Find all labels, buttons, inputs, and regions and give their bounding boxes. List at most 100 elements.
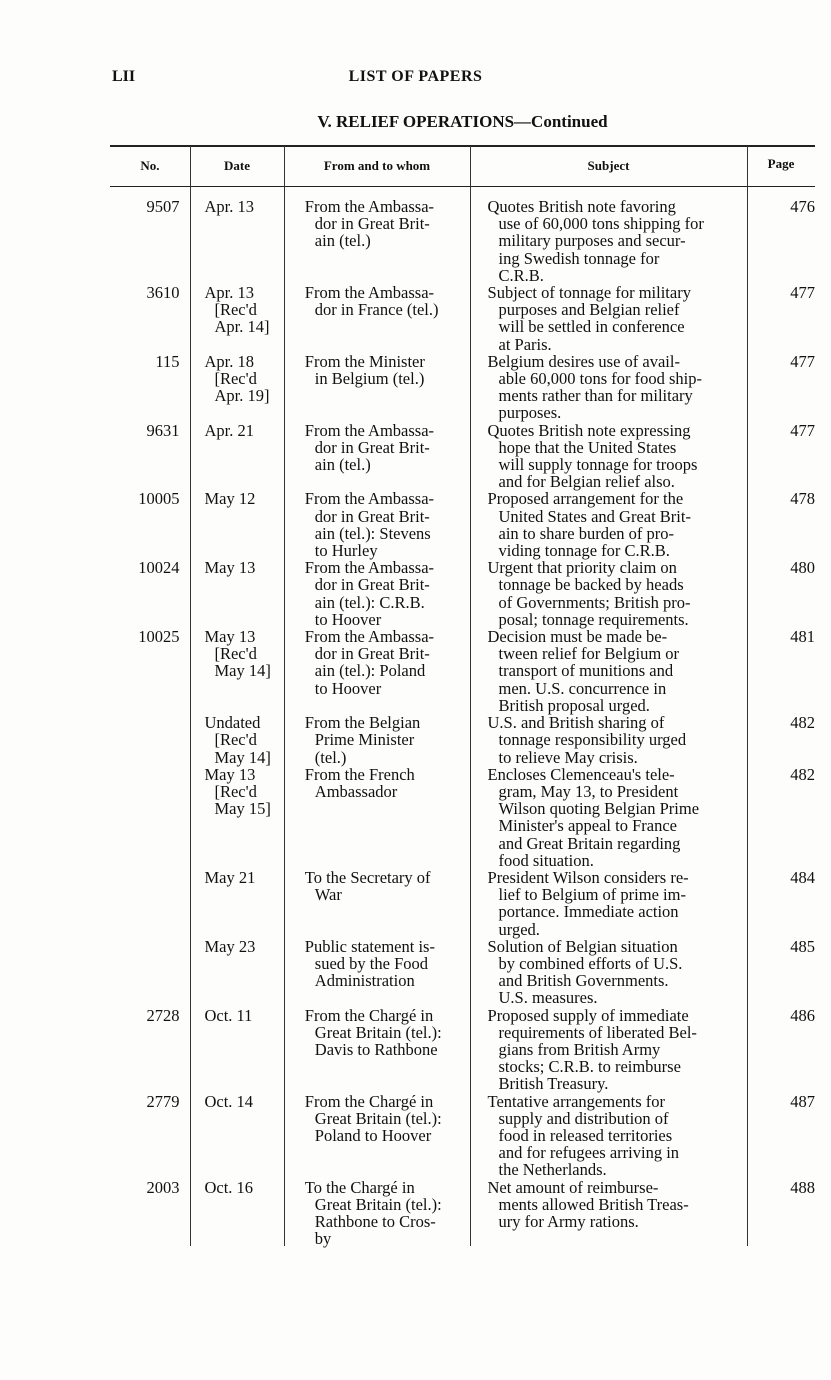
page-number: 484 — [790, 867, 815, 887]
running-head: LIST OF PAPERS — [348, 68, 483, 85]
table-row: 10005 May 12 From the Ambassa- dor in Grea… — [110, 490, 815, 559]
page-number: 486 — [790, 1005, 815, 1025]
paper-date: May 13 [Rec'd May 15] — [204, 764, 271, 819]
page-number: 477 — [790, 283, 815, 303]
paper-subject: Tentative arrangements for supply and di… — [487, 1091, 680, 1180]
table-row: 115 Apr. 18 [Rec'd Apr. 19] From the Minis… — [110, 353, 815, 422]
paper-subject: U.S. and British sharing of tonnage resp… — [487, 713, 687, 767]
page-number: 480 — [790, 558, 815, 578]
table-row: Undated [Rec'd May 14] From the Belgian P… — [110, 714, 815, 766]
paper-subject: President Wilson considers re- lief to B… — [487, 867, 689, 939]
table-row: 2728 Oct. 11 From the Chargé in Great Brit… — [110, 1005, 815, 1094]
from-to-whom: From the Ambassa- dor in Great Brit- ain… — [304, 197, 435, 251]
page-number: 488 — [790, 1177, 815, 1197]
from-to-whom: From the French Ambassador — [304, 764, 415, 801]
from-to-whom: To the Chargé in Great Britain (tel.): R… — [304, 1177, 442, 1249]
paper-date: Oct. 14 — [204, 1091, 254, 1111]
paper-date: May 23 — [204, 936, 256, 956]
paper-number: 9631 — [146, 420, 180, 440]
table-row: 3610 Apr. 13 [Rec'd Apr. 14] From the Amba… — [110, 284, 815, 353]
paper-number: 2003 — [146, 1177, 180, 1197]
page-folio: LII — [112, 68, 136, 85]
table-row: 2779 Oct. 14 From the Chargé in Great Brit… — [110, 1091, 815, 1180]
paper-subject: Encloses Clemenceau's tele- gram, May 13… — [487, 764, 700, 870]
paper-number — [110, 869, 179, 938]
paper-date: Undated [Rec'd May 14] — [204, 713, 271, 767]
from-to-whom: From the Belgian Prime Minister (tel.) — [304, 713, 421, 767]
column-divider — [284, 146, 285, 1246]
table-row: 10024 May 13 From the Ambassa- dor in Grea… — [110, 559, 815, 628]
paper-subject: Solution of Belgian situation by combine… — [487, 936, 683, 1008]
table-row: May 23 Public statement is- sued by the F… — [110, 938, 815, 1007]
paper-date: Apr. 18 [Rec'd Apr. 19] — [204, 351, 270, 406]
header-from: From and to whom — [323, 158, 431, 173]
table-row: May 13 [Rec'd May 15] From the French Amb… — [110, 766, 815, 869]
paper-subject: Quotes British note expressing hope that… — [487, 420, 698, 492]
header-no: No. — [140, 158, 160, 173]
paper-subject: Belgium desires use of avail- able 60,00… — [487, 351, 702, 423]
paper-number: 10024 — [138, 558, 180, 578]
column-divider — [747, 146, 748, 1246]
paper-date: Apr. 21 — [204, 420, 254, 440]
table-row: 9507 Apr. 13 From the Ambassa- dor in Grea… — [110, 198, 815, 284]
paper-date: May 13 — [204, 558, 256, 578]
from-to-whom: From the Chargé in Great Britain (tel.):… — [304, 1005, 442, 1059]
paper-number — [110, 938, 179, 1007]
paper-number: 2779 — [146, 1091, 180, 1111]
page-number: 477 — [790, 351, 815, 371]
header-subject: Subject — [587, 158, 630, 173]
page-number: 487 — [790, 1091, 815, 1111]
paper-date: May 13 [Rec'd May 14] — [204, 627, 271, 681]
from-to-whom: From the Ambassa- dor in Great Brit- ain… — [304, 627, 435, 698]
paper-subject: Proposed supply of immediate requirement… — [487, 1005, 697, 1094]
from-to-whom: From the Chargé in Great Britain (tel.):… — [304, 1091, 442, 1145]
paper-date: May 12 — [204, 489, 256, 509]
paper-subject: Subject of tonnage for military purposes… — [487, 283, 691, 354]
from-to-whom: From the Ambassa- dor in Great Brit- ain… — [304, 558, 435, 629]
header-date: Date — [224, 158, 250, 173]
section-title: V. RELIEF OPERATIONS—Continued — [317, 112, 608, 131]
top-rule — [110, 145, 815, 147]
column-divider — [190, 146, 191, 1246]
paper-number: 10005 — [138, 489, 180, 509]
page-number: 482 — [790, 764, 815, 784]
paper-number: 2728 — [146, 1005, 180, 1025]
paper-number: 3610 — [146, 283, 180, 303]
table-row: 9631 Apr. 21 From the Ambassa- dor in Grea… — [110, 422, 815, 491]
from-to-whom: To the Secretary of War — [304, 867, 431, 905]
paper-date: May 21 — [204, 867, 256, 887]
page-number: 482 — [790, 713, 815, 733]
page-number: 485 — [790, 936, 815, 956]
paper-date: Apr. 13 [Rec'd Apr. 14] — [204, 283, 270, 337]
paper-subject: Quotes British note favoring use of 60,0… — [487, 197, 704, 285]
paper-subject: Urgent that priority claim on tonnage be… — [487, 558, 691, 629]
paper-number: 115 — [155, 351, 180, 371]
paper-subject: Net amount of reimburse- ments allowed B… — [487, 1177, 689, 1231]
table-row: 10025 May 13 [Rec'd May 14] From the Ambas… — [110, 628, 815, 714]
paper-subject: Decision must be made be- tween relief f… — [487, 627, 680, 715]
header-page: Page — [767, 156, 795, 171]
paper-number: 10025 — [138, 627, 180, 647]
from-to-whom: Public statement is- sued by the Food Ad… — [304, 936, 435, 991]
paper-number — [110, 766, 179, 869]
column-divider — [470, 146, 471, 1246]
paper-number: 9507 — [146, 197, 180, 216]
page-number: 476 — [790, 197, 815, 216]
table-row: May 21 To the Secretary of War President W… — [110, 869, 815, 938]
from-to-whom: From the Minister in Belgium (tel.) — [304, 351, 425, 389]
page-number: 478 — [790, 489, 815, 509]
page-number: 477 — [790, 420, 815, 440]
paper-date: Oct. 16 — [204, 1177, 254, 1197]
papers-table: 9507 Apr. 13 From the Ambassa- dor in Grea… — [110, 198, 815, 1247]
paper-date: Oct. 11 — [204, 1005, 253, 1025]
paper-date: Apr. 13 — [204, 197, 254, 216]
from-to-whom: From the Ambassa- dor in Great Brit- ain… — [304, 420, 435, 475]
paper-number — [110, 714, 179, 766]
header-rule — [110, 186, 815, 187]
table-row: 2003 Oct. 16 To the Chargé in Great Britai… — [110, 1179, 815, 1248]
from-to-whom: From the Ambassa- dor in Great Brit- ain… — [304, 489, 435, 561]
paper-subject: Proposed arrangement for the United Stat… — [487, 489, 691, 561]
from-to-whom: From the Ambassa- dor in France (tel.) — [304, 283, 439, 320]
page-number: 481 — [790, 627, 815, 647]
